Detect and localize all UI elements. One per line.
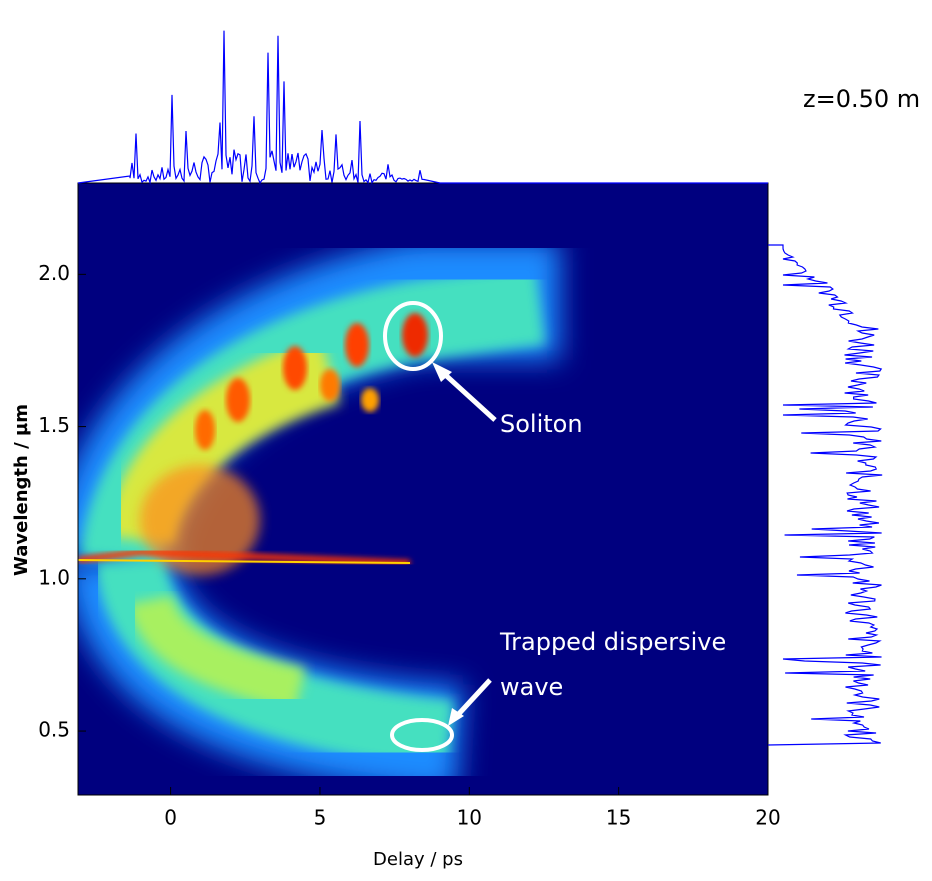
x-tick-label: 10 bbox=[457, 806, 482, 830]
y-tick-label: 1.5 bbox=[38, 413, 70, 437]
soliton-label: Soliton bbox=[500, 410, 583, 438]
arrowhead bbox=[448, 708, 464, 726]
x-tick-label: 5 bbox=[314, 806, 327, 830]
x-axis-label: Delay / ps bbox=[373, 849, 463, 870]
x-tick-label: 15 bbox=[606, 806, 631, 830]
wave-label: Trapped dispersive bbox=[499, 628, 726, 656]
distance-label: z=0.50 m bbox=[803, 85, 920, 113]
plot-frame bbox=[77, 182, 769, 796]
soliton-arrow bbox=[438, 368, 497, 422]
spectrogram bbox=[78, 183, 768, 795]
temporal-trace bbox=[77, 30, 768, 185]
y-tick-label: 2.0 bbox=[38, 261, 70, 285]
soliton-circle bbox=[383, 301, 443, 371]
x-tick-label: 0 bbox=[164, 806, 177, 830]
wave-arrow bbox=[453, 678, 492, 720]
y-tick-label: 1.0 bbox=[38, 565, 70, 589]
y-tick-label: 0.5 bbox=[38, 718, 70, 742]
wave-circle bbox=[390, 718, 454, 752]
spectral-trace bbox=[767, 244, 883, 746]
arrowhead bbox=[432, 362, 452, 382]
y-axis-label: Wavelength / µm bbox=[11, 404, 32, 576]
x-tick-label: 20 bbox=[755, 806, 780, 830]
wave-label: wave bbox=[500, 673, 563, 701]
